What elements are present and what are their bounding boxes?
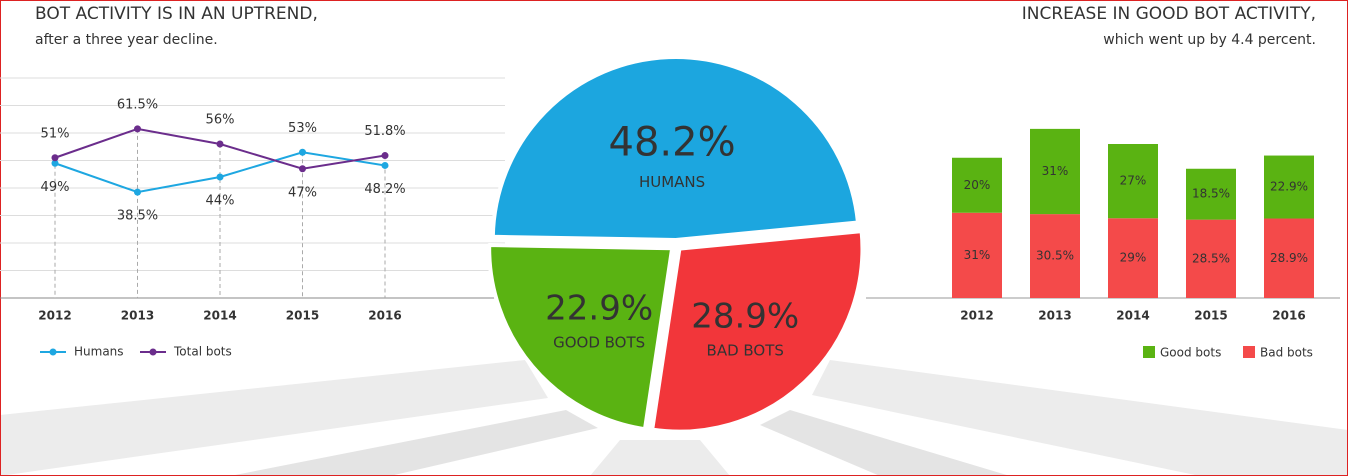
data-label: 22.9%	[1270, 180, 1308, 194]
ray	[590, 440, 730, 476]
pie-slice	[487, 243, 675, 432]
data-label: 48.2%	[364, 182, 405, 197]
data-label: 20%	[964, 178, 991, 192]
ray	[812, 360, 1348, 476]
x-tick-label: 2012	[960, 309, 993, 323]
bar-segment	[1030, 214, 1080, 298]
data-label: 53%	[288, 121, 317, 136]
data-label: 51%	[41, 126, 70, 141]
legend-swatch	[1143, 346, 1155, 358]
data-label: 61.5%	[117, 97, 158, 112]
background-rays	[0, 360, 1348, 476]
x-tick-label: 2014	[1116, 309, 1149, 323]
bar-segment	[952, 157, 1002, 213]
x-tick-label: 2014	[203, 309, 236, 323]
legend-label: Good bots	[1160, 346, 1221, 360]
data-label: 44%	[206, 194, 235, 209]
legend-marker	[149, 348, 157, 356]
x-tick-label: 2016	[368, 309, 401, 323]
data-label: 49%	[41, 180, 70, 195]
data-label: 31%	[1042, 164, 1069, 178]
point	[299, 165, 306, 173]
x-tick-label: 2013	[1038, 309, 1071, 323]
data-label: 27%	[1120, 174, 1147, 188]
bar-segment	[1186, 168, 1236, 220]
bar-segment	[1264, 155, 1314, 219]
x-tick-label: 2013	[121, 309, 154, 323]
point	[51, 159, 59, 167]
series-line	[54, 127, 386, 170]
slice-label: HUMANS	[639, 173, 705, 191]
bar-segment	[952, 212, 1002, 298]
slice-value: 28.9%	[691, 297, 799, 337]
data-label: 28.9%	[1270, 251, 1308, 265]
point	[381, 152, 389, 160]
bar-segment	[1186, 219, 1236, 298]
legend-label: Bad bots	[1260, 346, 1313, 360]
pie-slice	[490, 55, 860, 243]
legend-swatch	[1243, 346, 1255, 358]
legend-label: Total bots	[173, 345, 232, 359]
data-label: 18.5%	[1192, 187, 1230, 201]
x-tick-label: 2016	[1272, 309, 1305, 323]
left-subtitle: after a three year decline.	[35, 32, 218, 48]
data-label: 56%	[206, 113, 235, 128]
point	[299, 148, 306, 156]
point	[51, 154, 59, 162]
point	[381, 161, 389, 169]
pie-slice	[650, 229, 865, 434]
point	[216, 140, 224, 148]
data-label: 51.8%	[364, 124, 405, 139]
bar-segment	[1108, 218, 1158, 298]
left-title: BOT ACTIVITY IS IN AN UPTREND,	[35, 4, 318, 24]
legend-marker	[49, 348, 57, 356]
data-label: 29%	[1120, 251, 1147, 265]
slice-label: GOOD BOTS	[553, 333, 645, 351]
ray	[230, 410, 598, 476]
data-label: 30.5%	[1036, 249, 1074, 263]
right-subtitle: which went up by 4.4 percent.	[1103, 32, 1316, 48]
data-label: 38.5%	[117, 209, 158, 224]
bar-segment	[1264, 218, 1314, 298]
ray	[0, 360, 548, 476]
point	[134, 188, 141, 196]
slice-label: BAD BOTS	[707, 342, 784, 360]
legend-label: Humans	[74, 345, 124, 359]
x-tick-label: 2015	[286, 309, 319, 323]
data-label: 47%	[288, 185, 317, 200]
point	[134, 125, 141, 133]
point	[216, 173, 224, 181]
right-title: INCREASE IN GOOD BOT ACTIVITY,	[1022, 4, 1316, 24]
slice-value: 48.2%	[609, 119, 736, 165]
slice-value: 22.9%	[545, 288, 653, 328]
bar-segment	[1108, 144, 1158, 219]
data-label: 28.5%	[1192, 251, 1230, 265]
bar-segment	[1030, 128, 1080, 215]
x-tick-label: 2012	[38, 309, 71, 323]
ray	[760, 410, 1010, 476]
data-label: 31%	[964, 248, 991, 262]
x-tick-label: 2015	[1194, 309, 1227, 323]
